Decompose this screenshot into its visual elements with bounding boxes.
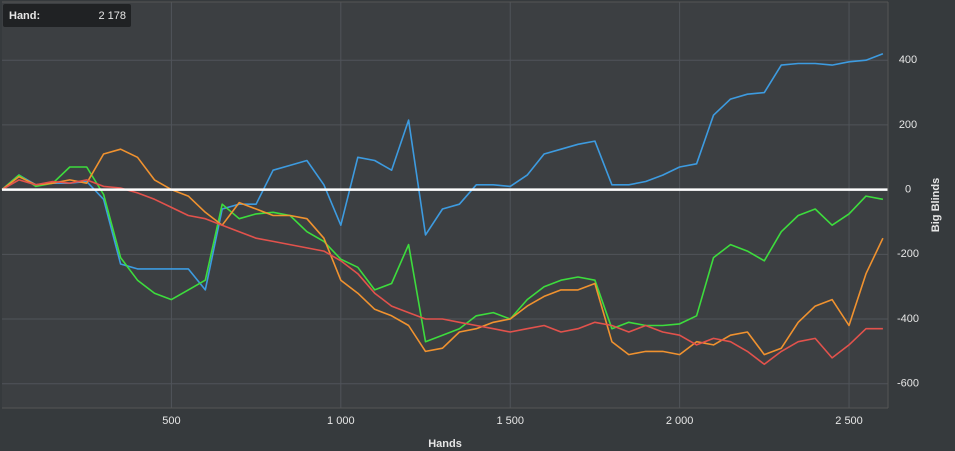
x-tick-label: 1 500 bbox=[496, 415, 524, 427]
series-line bbox=[1, 148, 884, 356]
y-tick-label: 200 bbox=[899, 119, 917, 131]
hover-background bbox=[3, 4, 131, 27]
x-tick-label: 500 bbox=[162, 415, 180, 427]
y-tick-label: 400 bbox=[899, 54, 917, 66]
lines bbox=[1, 53, 888, 366]
series-line bbox=[1, 53, 884, 291]
x-tick-label: 2 500 bbox=[835, 415, 863, 427]
labels: 400 200 0 -200 -400 -600 500 1 000 1 500 2 000 2 5… bbox=[162, 54, 919, 427]
x-tick-label: 2 000 bbox=[666, 415, 694, 427]
hover-label: Hand: bbox=[9, 10, 40, 22]
x-axis-label: Hands bbox=[428, 438, 462, 450]
x-tick-label: 1 000 bbox=[327, 415, 355, 427]
y-tick-label: -200 bbox=[897, 248, 919, 260]
hover-value: 2 178 bbox=[98, 10, 126, 22]
series-line bbox=[1, 166, 884, 343]
y-tick-label: -600 bbox=[897, 378, 919, 390]
y-tick-label: -400 bbox=[897, 313, 919, 325]
y-tick-label: 0 bbox=[905, 184, 911, 196]
y-axis-label: Big Blinds bbox=[930, 178, 942, 232]
hover-box: Hand: 2 178 bbox=[3, 4, 131, 27]
plot-area bbox=[2, 2, 888, 408]
series-line bbox=[1, 179, 883, 366]
